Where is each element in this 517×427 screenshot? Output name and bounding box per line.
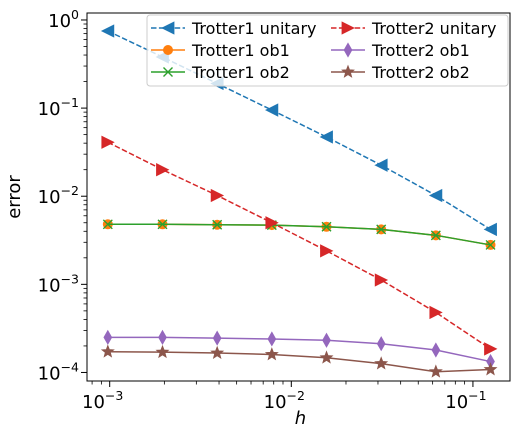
legend: Trotter1 unitary Trotter1 ob1 Trotter1 ob2… [146,14,509,87]
data-point [430,230,441,241]
series-trotter2-ob2 [100,344,498,378]
data-point [158,329,167,345]
data-point [267,331,277,347]
data-point [376,224,387,235]
x-tick-label: 10−2 [264,388,305,413]
series-trotter1-ob2 [102,219,496,250]
legend-marker [341,21,355,35]
legend-label: Trotter2 unitary [371,19,497,38]
legend-entry-trotter1-unitary: Trotter1 unitary [151,19,317,38]
data-point [428,364,443,378]
data-point [210,188,225,203]
legend-marker [343,42,353,58]
legend-label: Trotter1 ob2 [191,63,290,82]
y-tick-label: 10−3 [38,271,79,296]
legend-marker [163,45,173,55]
data-point [320,244,334,258]
data-point [483,222,497,237]
data-point [264,103,279,117]
legend-label: Trotter1 ob1 [191,41,290,60]
y-tick-label: 10−1 [38,95,79,120]
x-axis-label: h [295,408,306,427]
data-point [484,342,498,356]
data-point [322,332,331,348]
legend-marker [161,21,175,35]
series-line-trotter1-ob2 [107,223,491,246]
legend-entry-trotter1-ob1: Trotter1 ob1 [151,41,290,60]
data-point [100,24,115,38]
data-point [321,221,332,232]
legend-label: Trotter2 ob1 [371,41,470,60]
data-point [100,344,115,358]
data-point [103,329,113,345]
y-axis-label: error [4,175,25,219]
data-point [483,362,498,376]
data-point [264,347,279,361]
series-trotter2-ob1 [103,329,495,370]
series-layer [100,24,498,378]
data-point [212,330,222,346]
data-point [101,135,115,149]
data-point [155,344,170,359]
legend-entry-trotter1-ob2: Trotter1 ob2 [151,63,290,82]
series-line-trotter1-unitary [107,30,491,231]
data-point [210,345,225,359]
legend-label: Trotter2 ob2 [371,63,470,82]
legend-entry-trotter2-unitary: Trotter2 unitary [331,19,497,38]
data-point [156,163,170,177]
data-point [428,188,443,203]
series-line-trotter2-unitary [107,141,491,350]
series-trotter2-unitary [101,135,498,356]
data-point [431,342,441,358]
y-tick-label: 10−4 [38,359,79,384]
x-tick-label: 10−1 [445,388,486,413]
legend-label: Trotter1 unitary [191,19,317,38]
legend-marker [163,67,173,77]
data-point [265,216,279,230]
data-point [212,219,223,230]
data-point [374,158,388,172]
legend-entry-trotter2-ob1: Trotter2 ob1 [331,41,470,60]
plot-frame [86,12,511,382]
data-point [102,219,113,230]
y-tick-label: 10−2 [38,183,79,208]
x-tick-label: 10−3 [82,388,123,413]
data-point [485,239,496,250]
data-point [319,350,334,364]
data-point [319,130,333,144]
legend-marker [341,64,355,78]
data-point [374,356,389,370]
data-point [429,305,443,320]
series-line-trotter2-ob1 [107,336,491,363]
data-point [157,219,168,230]
y-tick-label: 100 [48,7,79,32]
legend-box [146,14,509,87]
series-line-trotter2-ob2 [107,350,491,373]
legend-entry-trotter2-ob2: Trotter2 ob2 [331,63,470,82]
data-point [374,273,389,287]
data-point [376,336,386,352]
